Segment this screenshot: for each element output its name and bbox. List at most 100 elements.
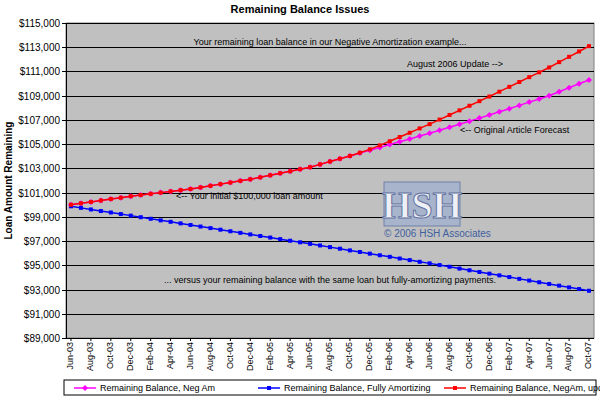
x-tick-label: Feb-06 xyxy=(384,342,394,371)
data-point xyxy=(89,207,93,211)
y-tick xyxy=(62,96,66,97)
data-point xyxy=(358,151,362,155)
x-tick xyxy=(130,338,131,341)
title: Remaining Balance Issues xyxy=(231,3,370,15)
data-point xyxy=(437,127,443,133)
data-point xyxy=(139,215,143,219)
x-tick xyxy=(509,338,510,341)
data-point xyxy=(79,201,83,205)
data-point xyxy=(99,209,103,213)
data-point xyxy=(208,226,212,230)
x-tick xyxy=(549,338,550,341)
x-tick xyxy=(190,338,191,341)
data-point xyxy=(218,228,222,232)
data-point xyxy=(497,90,501,94)
data-point xyxy=(278,237,282,241)
x-tick xyxy=(589,338,590,341)
data-point xyxy=(526,99,532,105)
x-tick-label: Oct-05 xyxy=(344,342,354,369)
data-point xyxy=(169,189,173,193)
grid-line xyxy=(66,71,594,72)
data-point xyxy=(189,223,193,227)
data-point xyxy=(258,234,262,238)
x-tick-label: Feb-05 xyxy=(265,342,275,371)
data-point xyxy=(397,139,403,145)
data-point xyxy=(228,229,232,233)
annotation: Your remaining loan balance in our Negat… xyxy=(194,37,467,47)
data-point xyxy=(228,181,232,185)
y-tick xyxy=(62,23,66,24)
x-tick-label: Dec-05 xyxy=(364,342,374,371)
data-point xyxy=(159,191,163,195)
y-tick-label: $107,000 xyxy=(18,115,60,126)
data-point xyxy=(348,154,352,158)
y-tick-label: $115,000 xyxy=(19,18,60,29)
x-tick xyxy=(90,338,91,341)
legend-marker xyxy=(267,386,271,390)
y-tick-label: $93,000 xyxy=(24,285,61,296)
y-axis-label: Loan Amount Remaining xyxy=(3,122,14,240)
x-tick-label: Jun-07 xyxy=(544,342,554,370)
data-point xyxy=(448,113,452,117)
data-point xyxy=(358,250,362,254)
y-tick-label: $99,000 xyxy=(24,212,61,223)
data-point xyxy=(298,167,302,171)
data-point xyxy=(338,157,342,161)
x-tick-label: Feb-04 xyxy=(145,342,155,371)
data-point xyxy=(566,85,572,91)
y-tick xyxy=(62,144,66,145)
grid-line xyxy=(66,241,594,242)
data-point xyxy=(89,200,93,204)
data-point xyxy=(438,118,442,122)
data-point xyxy=(557,60,561,64)
x-tick-label: Aug-03 xyxy=(85,342,95,371)
y-tick-label: $97,000 xyxy=(24,236,61,247)
data-point xyxy=(218,182,222,186)
data-point xyxy=(398,257,402,261)
data-point xyxy=(438,263,442,267)
data-point xyxy=(407,136,413,142)
legend-marker xyxy=(453,386,457,390)
data-point xyxy=(368,252,372,256)
data-point xyxy=(119,196,123,200)
data-point xyxy=(308,242,312,246)
x-tick xyxy=(230,338,231,341)
data-point xyxy=(129,194,133,198)
data-point xyxy=(497,273,501,277)
data-point xyxy=(448,265,452,269)
data-point xyxy=(278,171,282,175)
data-point xyxy=(69,203,73,207)
chart: Remaining Balance Issues$89,000$91,000$9… xyxy=(0,0,600,396)
y-axis xyxy=(66,23,67,338)
grid-line xyxy=(66,144,594,145)
y-tick xyxy=(62,338,66,339)
y-tick-label: $113,000 xyxy=(19,42,60,53)
data-point xyxy=(486,112,492,118)
data-point xyxy=(587,289,591,293)
series-line xyxy=(71,46,589,205)
x-tick-label: Apr-06 xyxy=(404,342,414,369)
data-point xyxy=(447,124,453,130)
x-tick xyxy=(349,338,350,341)
data-point xyxy=(517,277,521,281)
data-point xyxy=(238,179,242,183)
x-tick xyxy=(429,338,430,341)
data-point xyxy=(328,245,332,249)
data-point xyxy=(248,232,252,236)
x-tick-label: Apr-04 xyxy=(165,342,175,369)
legend-label: Remaining Balance, NegAm, update xyxy=(470,383,600,393)
data-point xyxy=(109,197,113,201)
data-point xyxy=(458,108,462,112)
source: © 2006 HSH Associates xyxy=(384,228,491,239)
data-point xyxy=(576,81,582,87)
x-tick xyxy=(389,338,390,341)
x-tick xyxy=(489,338,490,341)
data-point xyxy=(577,49,581,53)
x-tick xyxy=(290,338,291,341)
y-tick xyxy=(62,193,66,194)
data-point xyxy=(417,133,423,139)
data-point xyxy=(586,77,592,83)
data-point xyxy=(516,102,522,108)
data-point xyxy=(428,122,432,126)
grid-line xyxy=(66,314,594,315)
